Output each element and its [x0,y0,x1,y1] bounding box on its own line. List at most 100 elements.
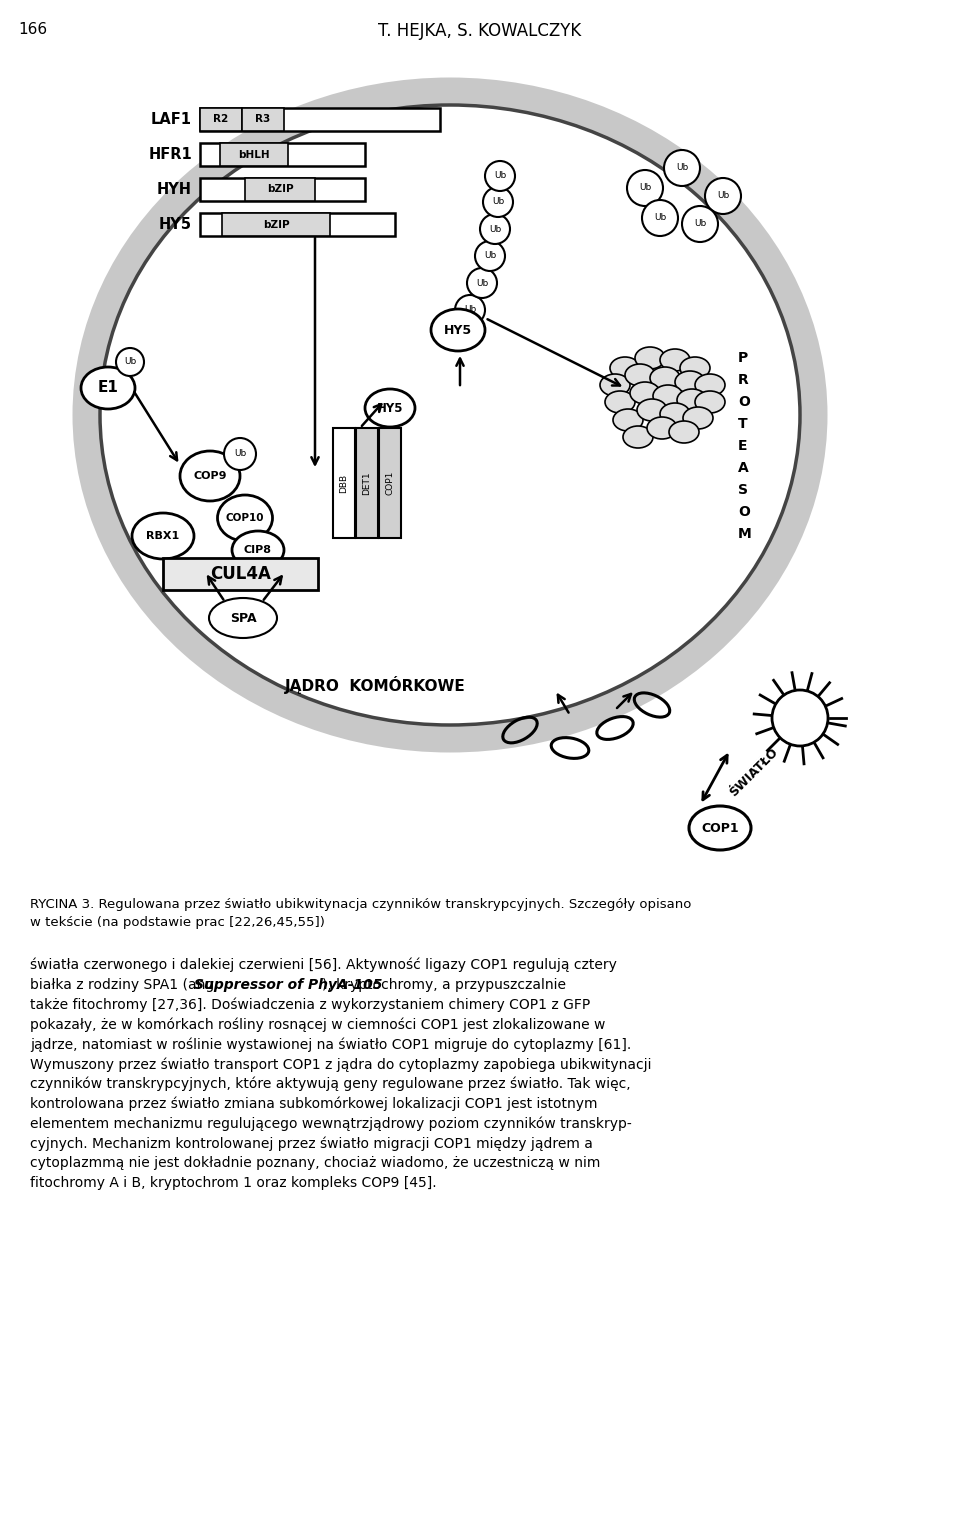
Bar [242,109,284,132]
Ellipse shape [218,495,273,540]
Text: E1: E1 [98,381,118,395]
Text: SPA: SPA [229,611,256,625]
Ellipse shape [677,389,707,410]
Ellipse shape [637,400,667,421]
Text: HYH: HYH [157,182,192,197]
Ellipse shape [650,367,680,389]
Ellipse shape [695,374,725,397]
Text: w tekście (na podstawie prac [22,26,45,55]): w tekście (na podstawie prac [22,26,45,5… [30,916,324,929]
Text: jądrze, natomiast w roślinie wystawionej na światło COP1 migruje do cytoplazmy [: jądrze, natomiast w roślinie wystawionej… [30,1036,632,1052]
Text: elementem mechanizmu regulującego wewnątrzjądrowy poziom czynników transkryp-: elementem mechanizmu regulującego wewnąt… [30,1116,632,1131]
Text: M: M [738,527,752,540]
Ellipse shape [600,374,630,397]
Text: ), kryptochromy, a przypuszczalnie: ), kryptochromy, a przypuszczalnie [323,978,566,992]
Ellipse shape [132,513,194,559]
Ellipse shape [660,403,690,426]
Ellipse shape [73,78,828,753]
Text: pokazały, że w komórkach rośliny rosnącej w ciemności COP1 jest zlokalizowane w: pokazały, że w komórkach rośliny rosnące… [30,1018,606,1032]
Text: światła czerwonego i dalekiej czerwieni [56]. Aktywność ligazy COP1 regulują czt: światła czerwonego i dalekiej czerwieni … [30,958,617,972]
Ellipse shape [232,531,284,570]
Text: Suppressor of PhyA-105: Suppressor of PhyA-105 [194,978,382,992]
Ellipse shape [683,407,713,429]
Ellipse shape [647,416,677,439]
Text: A: A [738,461,749,475]
Text: bHLH: bHLH [238,150,270,159]
Circle shape [705,178,741,214]
Text: Ub: Ub [654,213,666,222]
Text: Ub: Ub [124,358,136,366]
Ellipse shape [605,390,635,413]
Text: Ub: Ub [717,191,730,201]
Ellipse shape [653,384,683,407]
Text: Ub: Ub [476,279,488,288]
Text: O: O [738,395,750,409]
Text: Ub: Ub [638,184,651,193]
Bar [245,178,315,201]
Ellipse shape [625,364,655,386]
Text: RYCINA 3. Regulowana przez światło ubikwitynacja czynników transkrypcyjnych. Szc: RYCINA 3. Regulowana przez światło ubikw… [30,899,691,911]
Ellipse shape [635,348,665,369]
Text: ŚWIATŁO: ŚWIATŁO [728,746,780,799]
Circle shape [116,348,144,377]
Text: P: P [738,351,748,364]
Text: kontrolowana przez światło zmiana subkomórkowej lokalizacji COP1 jest istotnym: kontrolowana przez światło zmiana subkom… [30,1096,597,1112]
Text: O: O [738,505,750,519]
Text: COP9: COP9 [193,472,227,481]
Ellipse shape [660,349,690,371]
Bar [220,142,288,165]
Bar [356,429,378,537]
Bar [200,178,365,201]
Circle shape [627,170,663,207]
Ellipse shape [365,389,415,427]
Text: fitochromy A i B, kryptochrom 1 oraz kompleks COP9 [45].: fitochromy A i B, kryptochrom 1 oraz kom… [30,1176,437,1190]
Ellipse shape [689,805,751,850]
Text: CIP8: CIP8 [244,545,272,556]
Ellipse shape [180,452,240,501]
Text: DBB: DBB [340,473,348,493]
Circle shape [485,161,515,191]
Text: Ub: Ub [489,225,501,234]
Text: cyjnych. Mechanizm kontrolowanej przez światło migracji COP1 między jądrem a: cyjnych. Mechanizm kontrolowanej przez ś… [30,1136,593,1151]
Text: Wymuszony przez światło transport COP1 z jądra do cytoplazmy zapobiega ubikwityn: Wymuszony przez światło transport COP1 z… [30,1056,652,1072]
Text: T: T [738,416,748,432]
Text: cytoplazmmą nie jest dokładnie poznany, chociaż wiadomo, że uczestniczą w nim: cytoplazmmą nie jest dokładnie poznany, … [30,1156,600,1170]
Text: HY5: HY5 [376,401,403,415]
Text: Ub: Ub [492,197,504,207]
Text: COP1: COP1 [701,822,739,834]
Circle shape [475,240,505,271]
Ellipse shape [623,426,653,449]
Text: JĄDRO  KOMÓRKOWE: JĄDRO KOMÓRKOWE [284,677,466,694]
Text: COP10: COP10 [226,513,264,524]
Ellipse shape [81,367,135,409]
Text: HY5: HY5 [159,217,192,233]
Text: R: R [738,374,749,387]
Ellipse shape [669,421,699,442]
Text: Ub: Ub [484,251,496,260]
Text: DET1: DET1 [363,472,372,495]
Bar [200,213,395,236]
Circle shape [224,438,256,470]
Bar [200,109,242,132]
Circle shape [664,150,700,185]
Text: czynników transkrypcyjnych, które aktywują geny regulowane przez światło. Tak wi: czynników transkrypcyjnych, które aktywu… [30,1076,631,1092]
Text: CUL4A: CUL4A [210,565,271,583]
Text: Ub: Ub [694,219,707,228]
Text: R2: R2 [213,115,228,124]
Text: Ub: Ub [493,171,506,181]
Ellipse shape [431,309,485,351]
Text: Ub: Ub [464,306,476,314]
Text: białka z rodziny SPA1 (ang.: białka z rodziny SPA1 (ang. [30,978,223,992]
Text: bZIP: bZIP [267,185,294,194]
Circle shape [682,207,718,242]
Text: Ub: Ub [676,164,688,173]
Ellipse shape [695,390,725,413]
Circle shape [455,295,485,325]
Ellipse shape [610,357,640,380]
Text: 166: 166 [18,21,47,37]
Text: HY5: HY5 [444,323,472,337]
Bar [379,429,401,537]
Bar [333,429,355,537]
Circle shape [642,201,678,236]
Text: bZIP: bZIP [263,219,289,230]
Ellipse shape [100,106,800,726]
